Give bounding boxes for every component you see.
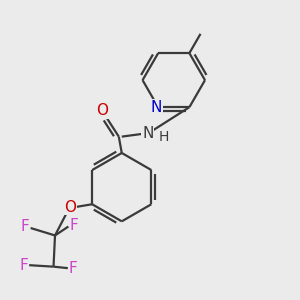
Text: N: N [151, 100, 162, 115]
Text: O: O [96, 103, 108, 118]
Text: O: O [64, 200, 76, 215]
Text: N: N [142, 126, 154, 141]
Text: F: F [20, 258, 28, 273]
Text: F: F [21, 219, 30, 234]
Text: F: F [69, 218, 78, 232]
Text: H: H [159, 130, 169, 144]
Text: F: F [69, 261, 77, 276]
